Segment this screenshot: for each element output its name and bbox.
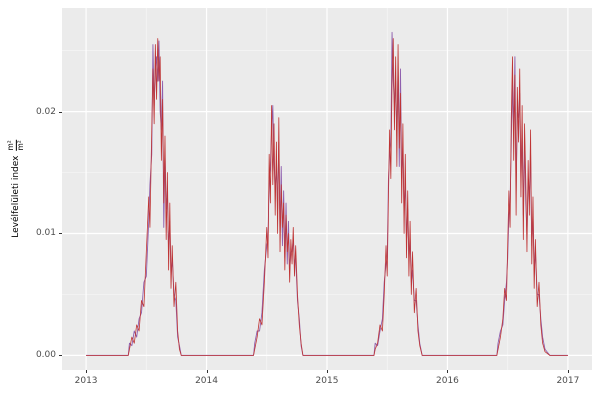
y-axis-title-fraction: m² m² [5, 140, 26, 151]
x-tick-mark [447, 370, 449, 373]
y-axis-fraction-numerator: m² [5, 140, 15, 151]
series-red-line [86, 38, 568, 356]
x-tick-mark [327, 370, 328, 373]
x-tick-label: 2015 [315, 376, 339, 386]
y-tick-label: 0.00 [35, 350, 56, 361]
x-tick-mark [86, 370, 88, 373]
plot-panel [62, 8, 592, 370]
x-tick-mark [206, 370, 208, 373]
x-tick-mark [567, 370, 569, 373]
y-axis-title: Levélfelületi index m² m² [5, 140, 26, 238]
x-tick-label: 2017 [556, 376, 580, 386]
plot-canvas [62, 8, 592, 370]
x-tick-label: 2013 [74, 376, 98, 386]
y-axis-title-text: Levélfelületi index [11, 155, 21, 238]
y-tick-label: 0.02 [35, 106, 56, 117]
x-tick-label: 2014 [195, 376, 218, 386]
y-axis-fraction-denominator: m² [15, 140, 26, 151]
x-tick-label: 2016 [436, 376, 459, 386]
